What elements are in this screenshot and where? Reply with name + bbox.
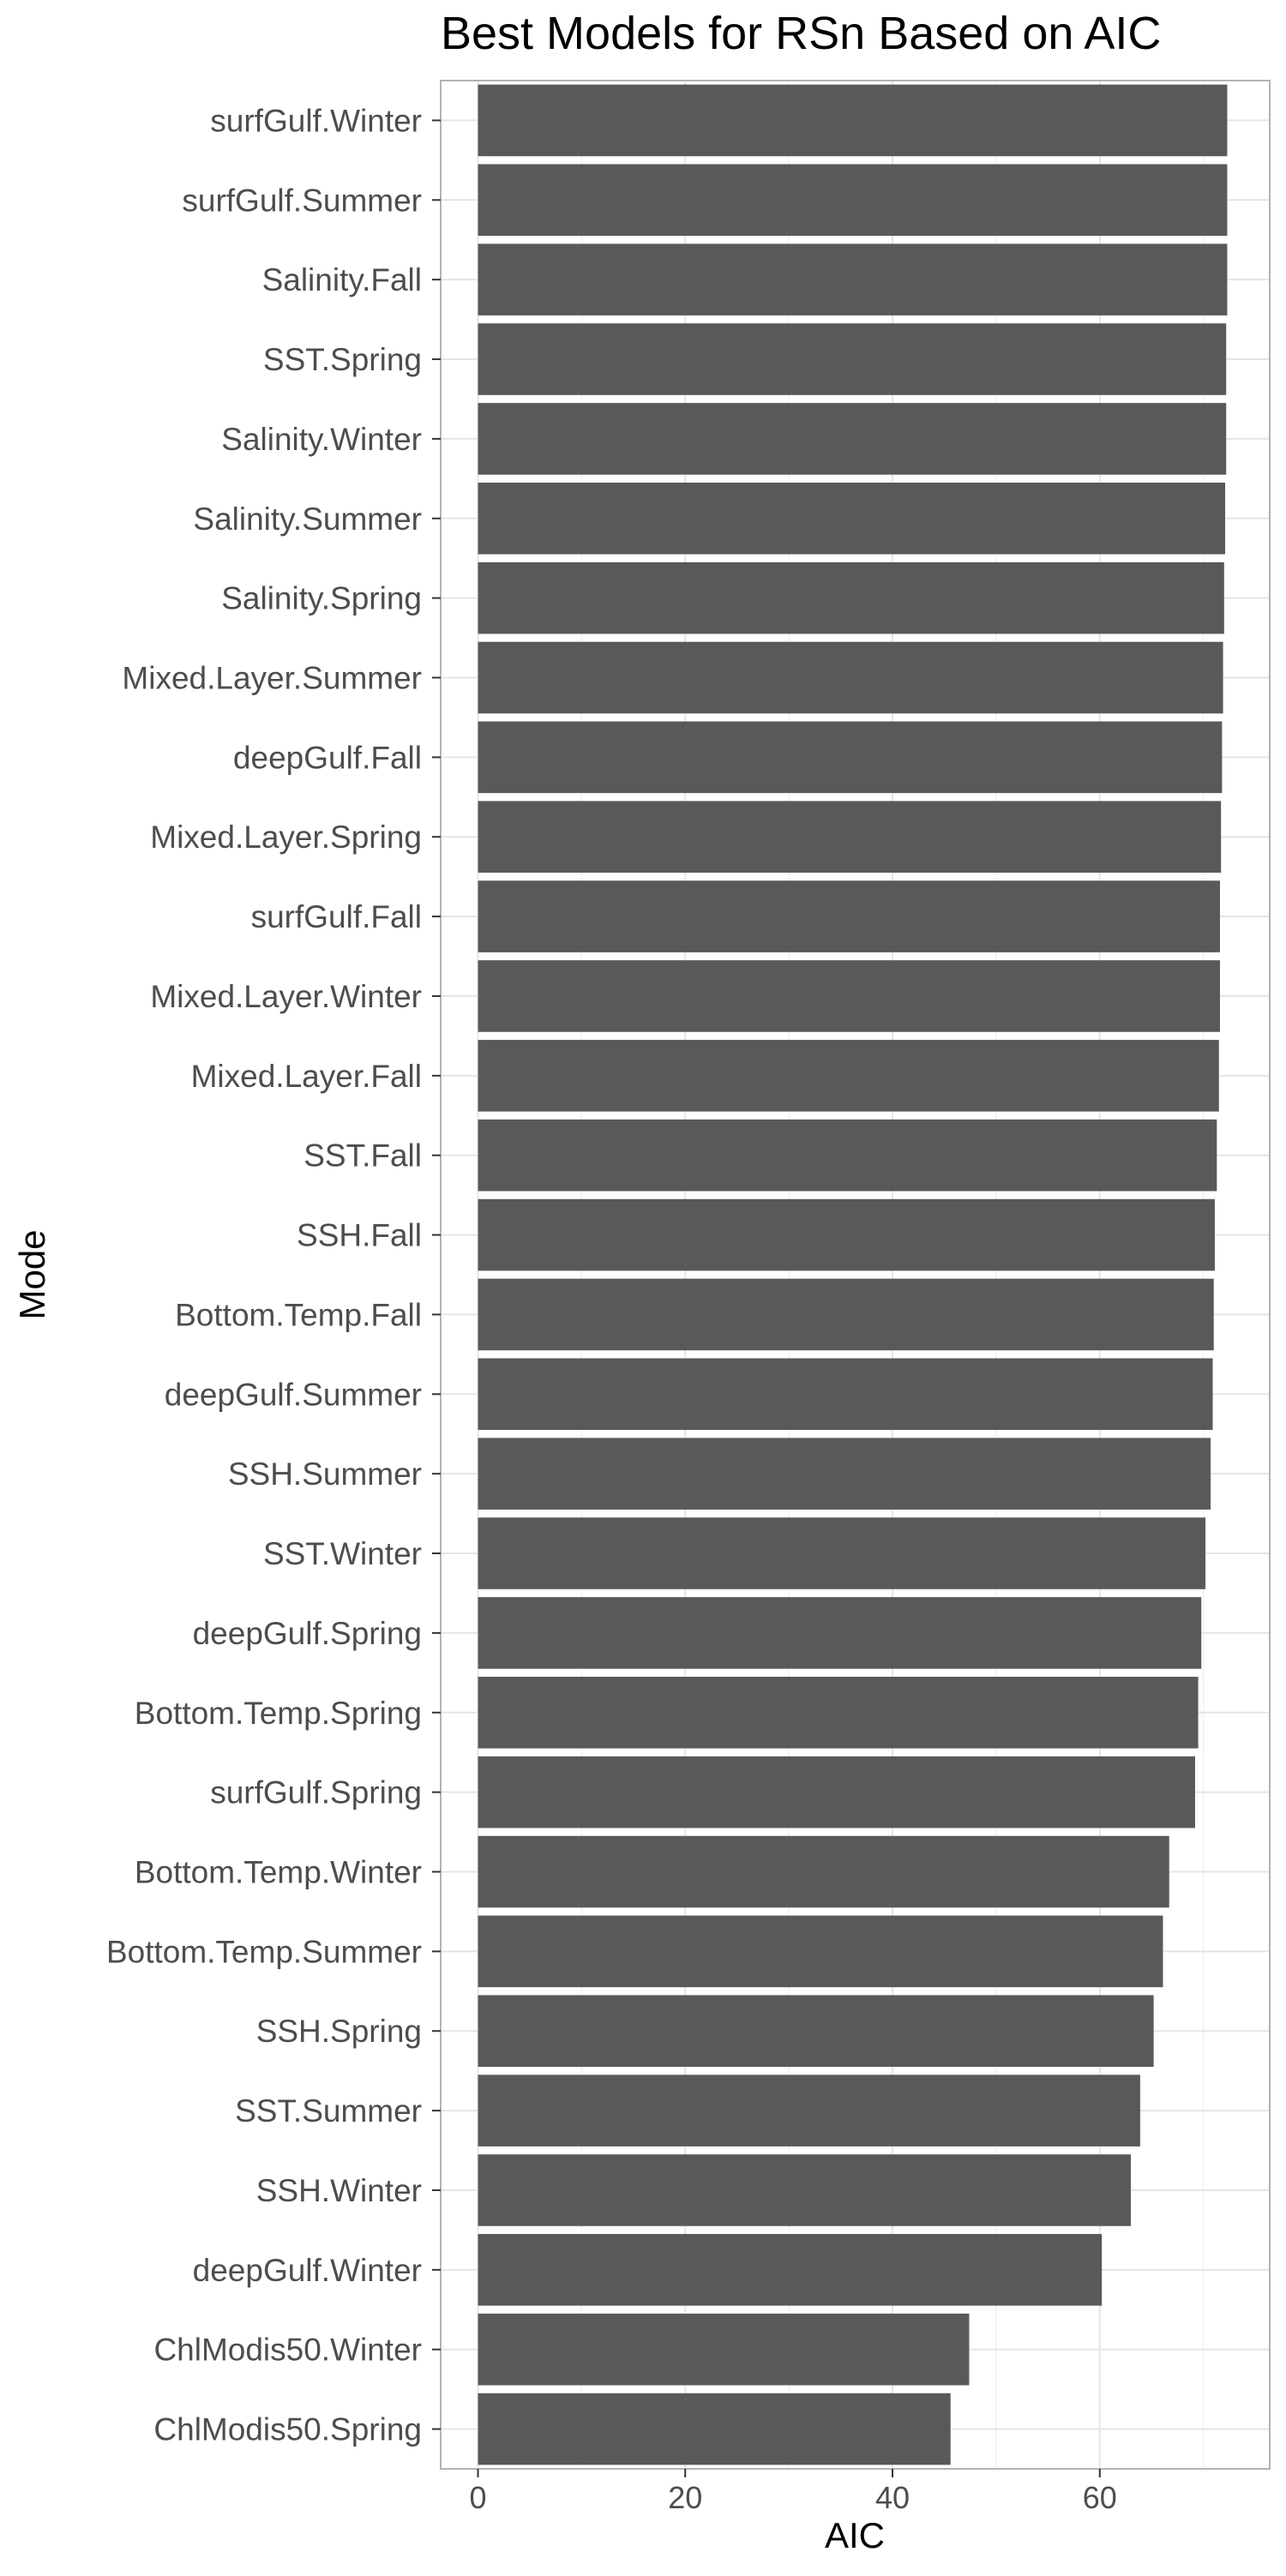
x-tick-label: 0 [469,2480,486,2515]
y-tick-label: surfGulf.Fall [251,899,422,934]
x-axis-title: AIC [825,2515,885,2555]
bar [478,1438,1211,1510]
bar [478,1597,1202,1669]
bar [478,1676,1199,1749]
bar [478,482,1226,555]
y-axis-title: Mode [12,1229,52,1319]
bar [478,403,1227,475]
y-tick-label: deepGulf.Summer [165,1377,422,1412]
y-tick-label: SSH.Spring [256,2014,422,2049]
y-tick-label: Bottom.Temp.Spring [135,1696,422,1731]
x-tick-label: 20 [668,2480,702,2515]
x-tick-label: 40 [875,2480,910,2515]
plot-panel [441,81,1270,2469]
y-tick-label: SST.Fall [303,1138,422,1174]
bar [478,1915,1163,1988]
bar [478,164,1228,237]
bar [478,2313,970,2386]
bar [478,243,1228,315]
bar [478,2393,951,2465]
y-tick-label: deepGulf.Spring [193,1616,422,1651]
bar [478,84,1228,157]
y-tick-label: SSH.Fall [297,1218,422,1253]
bar [478,1119,1217,1192]
bar [478,880,1220,952]
bar [478,1198,1215,1271]
y-tick-label: surfGulf.Winter [210,103,422,138]
bar [478,1756,1195,1828]
y-tick-label: SST.Winter [263,1536,422,1571]
bar [478,323,1227,395]
chart-title: Best Models for RSn Based on AIC [441,8,1161,59]
y-tick-label: ChlModis50.Winter [153,2333,422,2368]
bar [478,2075,1140,2147]
y-axis-ticks: surfGulf.Winter surfGulf.Summer Salinity.F… [106,103,441,2447]
y-tick-label: Mixed.Layer.Spring [150,820,422,855]
y-tick-label: Bottom.Temp.Winter [135,1855,422,1890]
bar [478,801,1222,874]
bar [478,721,1223,794]
y-tick-label: Salinity.Summer [193,501,422,537]
y-tick-label: Salinity.Spring [221,581,422,616]
y-tick-label: Salinity.Winter [221,422,422,457]
bar [478,1835,1169,1908]
bar [478,1995,1154,2068]
y-tick-label: surfGulf.Summer [182,183,422,218]
y-tick-label: Bottom.Temp.Fall [175,1297,422,1332]
y-tick-label: deepGulf.Fall [233,740,422,775]
bar [478,2154,1132,2226]
plot-border [440,80,1271,2470]
x-tick-label: 60 [1083,2480,1117,2515]
bar [478,960,1220,1032]
bar [478,1278,1214,1351]
y-tick-label: surfGulf.Spring [210,1775,422,1810]
bar-series [478,84,1228,2465]
y-tick-label: SSH.Summer [228,1456,422,1492]
y-tick-label: Mixed.Layer.Winter [150,979,422,1014]
y-tick-label: Salinity.Fall [262,262,422,297]
bar [478,1040,1219,1112]
bar [478,1358,1213,1431]
bar [478,641,1223,714]
bar [478,2234,1103,2306]
y-tick-label: Mixed.Layer.Fall [191,1059,422,1094]
x-axis-ticks: 0 20 40 60 [469,2469,1117,2515]
y-tick-label: Bottom.Temp.Summer [106,1934,422,1969]
y-tick-label: SSH.Winter [256,2173,422,2208]
y-tick-label: SST.Summer [235,2093,422,2129]
y-tick-label: deepGulf.Winter [193,2253,422,2288]
bar [478,1517,1206,1589]
y-tick-label: ChlModis50.Spring [153,2412,422,2447]
y-tick-label: SST.Spring [263,342,422,377]
y-tick-label: Mixed.Layer.Summer [122,661,422,696]
bar [478,561,1224,634]
